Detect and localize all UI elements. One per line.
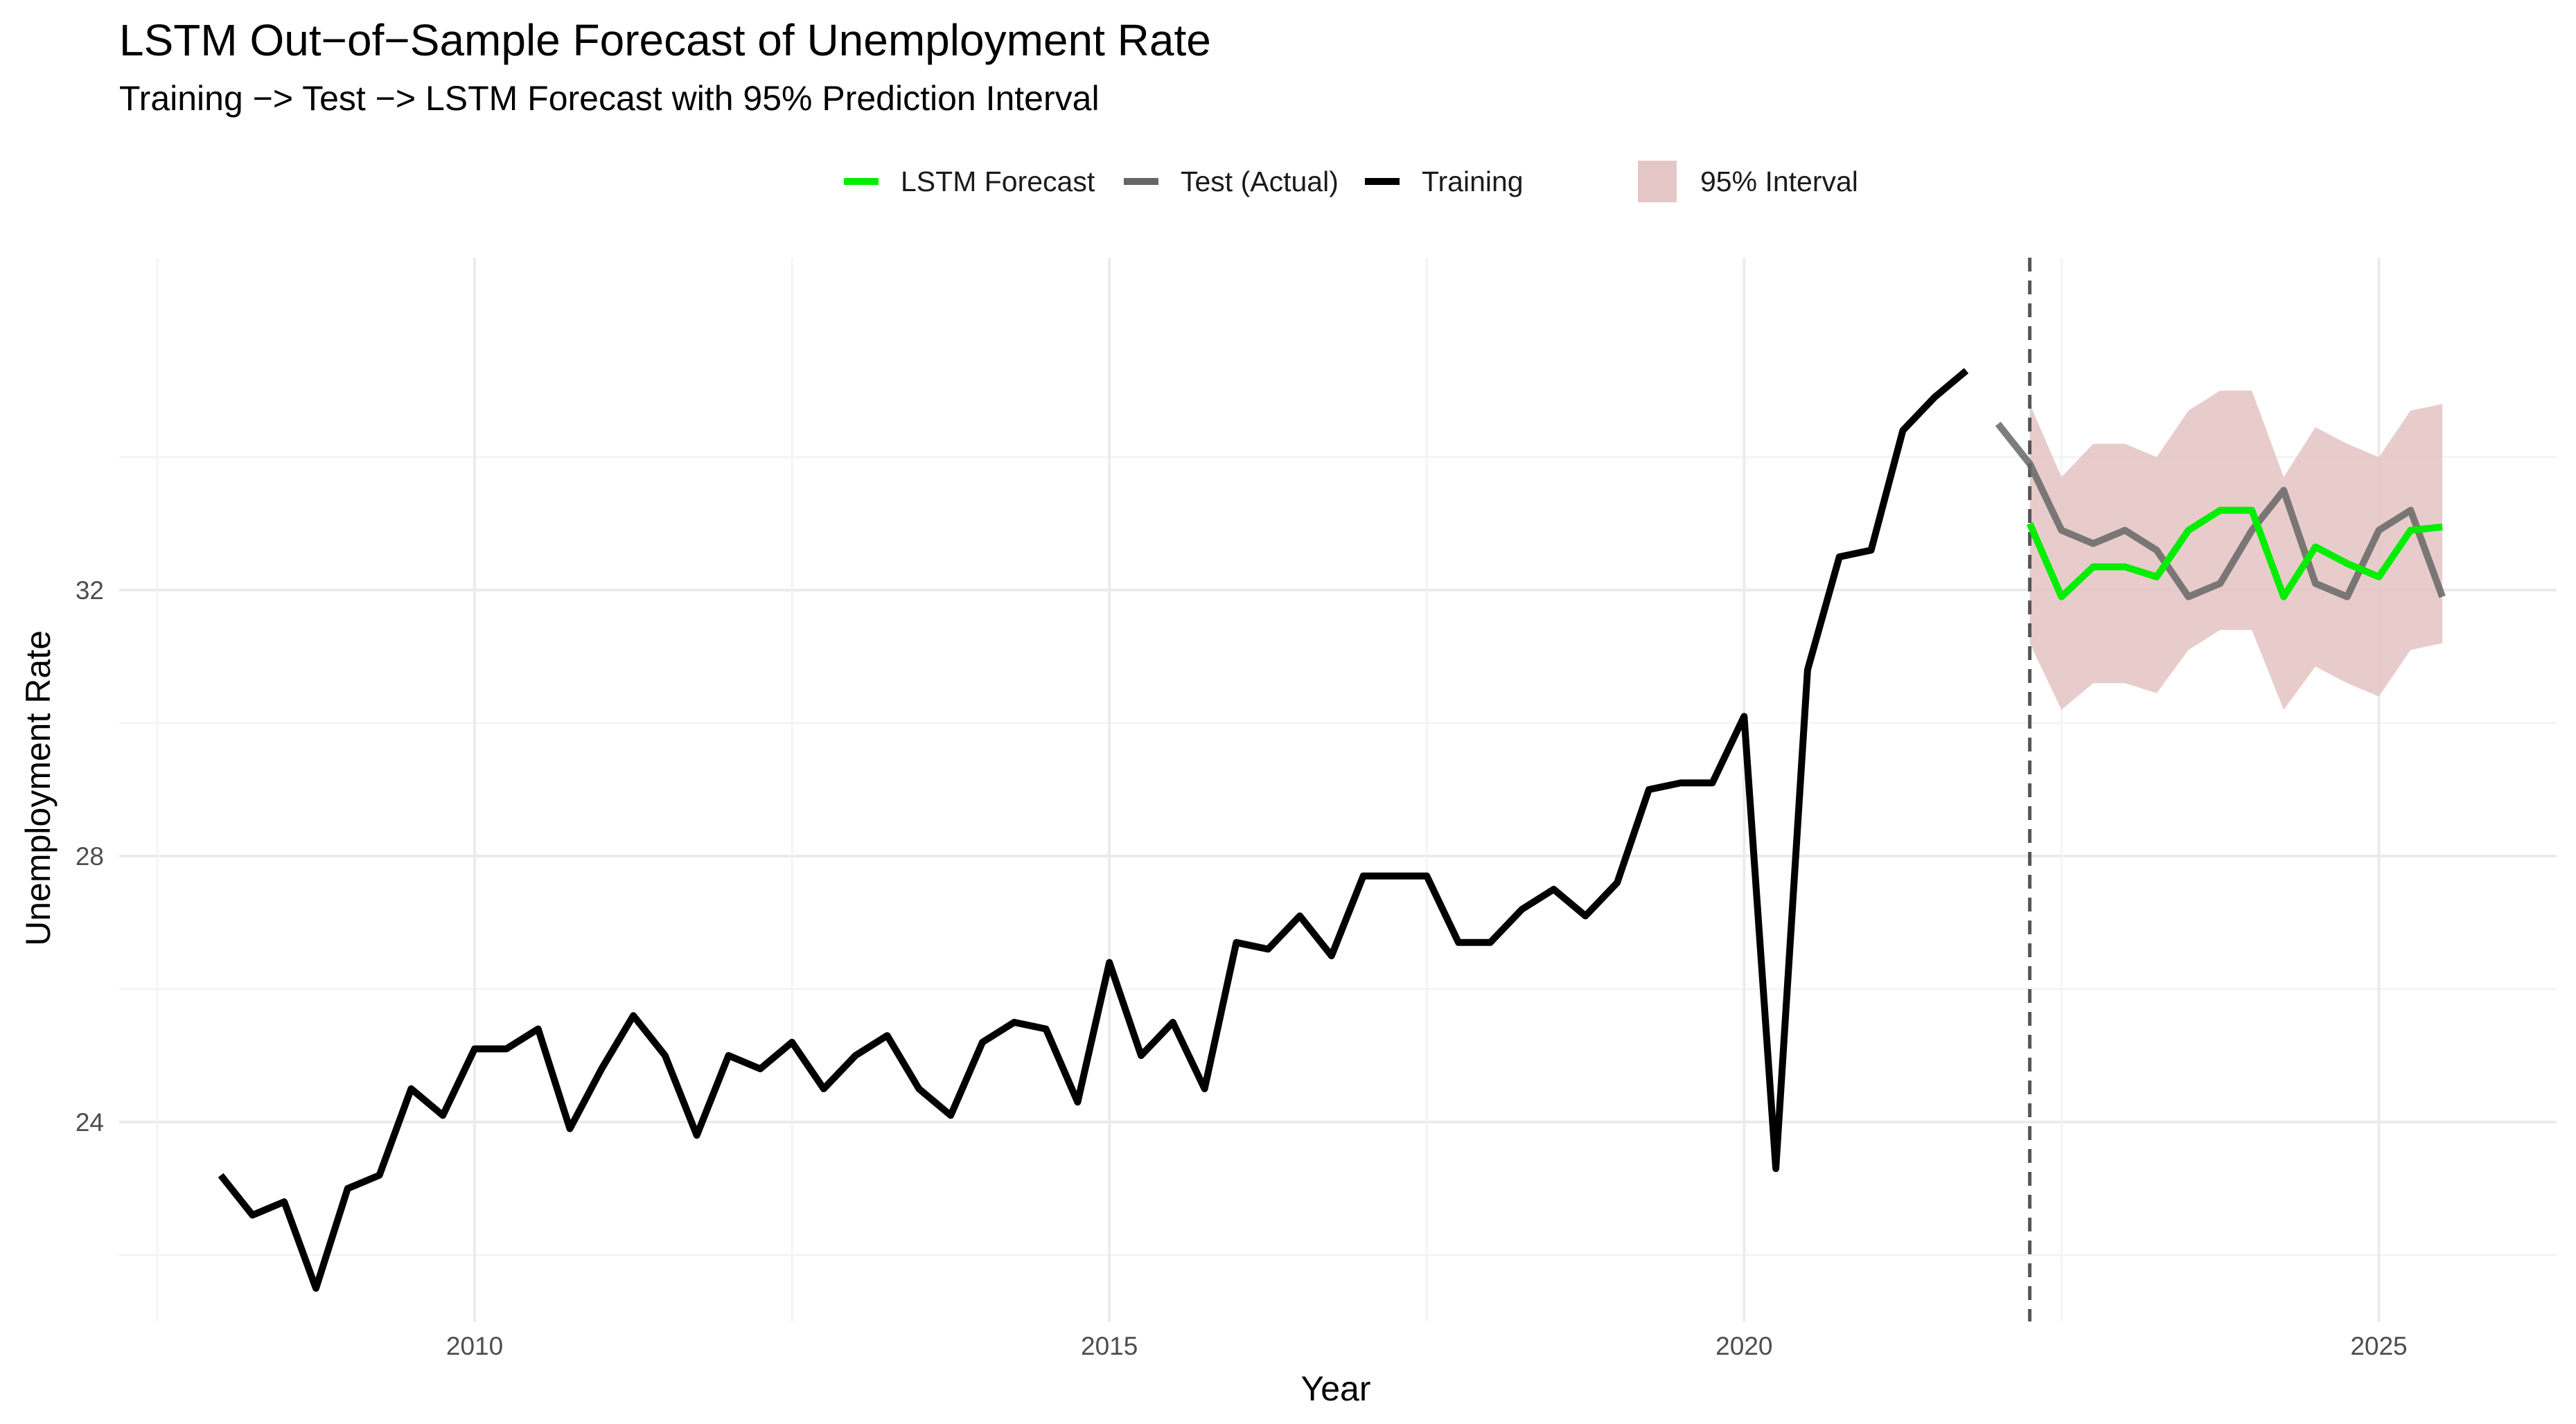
- legend-label: Training: [1422, 166, 1524, 197]
- legend: LSTM Forecast Test (Actual) Training 95% In…: [844, 161, 1858, 202]
- x-tick-label: 2015: [1081, 1332, 1138, 1360]
- series-line-lstm-forecast: [2027, 506, 2443, 600]
- legend-label: Test (Actual): [1181, 166, 1339, 197]
- legend-key-interval: [1638, 161, 1677, 202]
- x-tick-label: 2025: [2350, 1332, 2407, 1360]
- y-tick-label: 24: [76, 1108, 104, 1137]
- x-tick-label: 2010: [446, 1332, 503, 1360]
- axis-tick-labels: 24 28 32 2010 2015 2020 2025: [76, 576, 2408, 1360]
- series-line-training: [218, 368, 1969, 1292]
- legend-label: LSTM Forecast: [901, 166, 1095, 197]
- legend-label: 95% Interval: [1700, 166, 1858, 197]
- series-line-test-actual: [1995, 421, 2446, 600]
- y-tick-label: 28: [76, 842, 104, 871]
- chart-subtitle: Training −> Test −> LSTM Forecast with 9…: [119, 79, 1100, 118]
- y-tick-label: 32: [76, 576, 104, 605]
- series-lines: [218, 368, 2446, 1292]
- y-axis-title: Unemployment Rate: [19, 630, 58, 946]
- chart-title: LSTM Out−of−Sample Forecast of Unemploym…: [119, 15, 1211, 65]
- x-axis-title: Year: [1300, 1369, 1370, 1408]
- x-tick-label: 2020: [1715, 1332, 1772, 1360]
